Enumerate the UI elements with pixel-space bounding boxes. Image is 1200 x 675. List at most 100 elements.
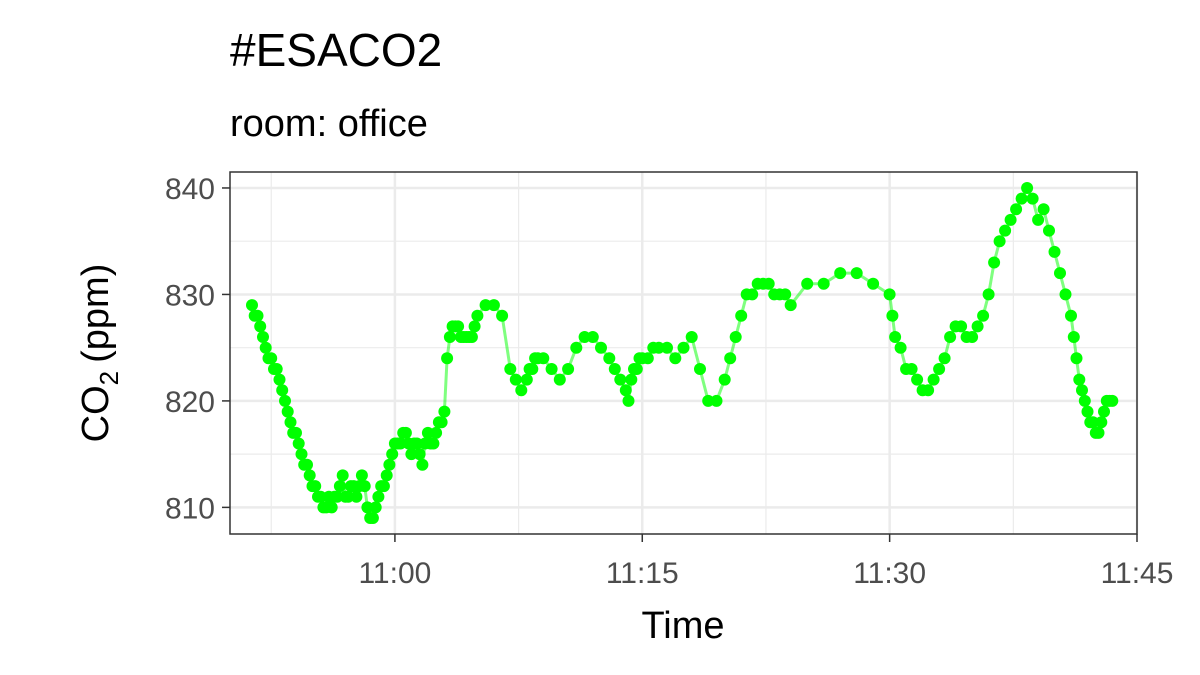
- data-point: [537, 352, 550, 365]
- data-point: [251, 309, 264, 322]
- data-point: [1026, 192, 1039, 205]
- data-point: [377, 480, 390, 493]
- y-axis-title: CO2 (ppm): [75, 264, 124, 443]
- y-tick-label-3: 840: [165, 173, 215, 206]
- data-point: [435, 416, 448, 429]
- x-tick-label-3: 11:45: [1101, 557, 1174, 590]
- data-point: [883, 288, 896, 301]
- data-point: [1059, 288, 1072, 301]
- data-point: [1048, 245, 1061, 258]
- data-point: [652, 341, 665, 354]
- data-point: [685, 331, 698, 343]
- y-axis-title-subscript: 2: [94, 371, 124, 385]
- data-point: [1065, 309, 1077, 322]
- data-point: [724, 352, 737, 365]
- data-point: [405, 448, 418, 461]
- data-point: [545, 363, 558, 375]
- data-point: [257, 331, 269, 343]
- data-point: [295, 448, 308, 461]
- data-point: [661, 341, 673, 354]
- data-point: [784, 299, 797, 312]
- data-point: [710, 394, 723, 407]
- x-tick-label-2: 11:30: [853, 557, 926, 590]
- data-point: [504, 363, 517, 375]
- data-point: [1076, 384, 1088, 397]
- data-point: [465, 331, 478, 343]
- data-point: [801, 277, 814, 290]
- data-point: [718, 373, 731, 386]
- data-point: [380, 469, 393, 482]
- data-point: [988, 256, 1001, 269]
- data-point: [386, 448, 399, 461]
- data-point: [999, 224, 1012, 237]
- y-axis-title-unit: (ppm): [75, 264, 117, 363]
- data-point: [570, 341, 583, 354]
- data-point: [325, 501, 338, 514]
- data-point: [471, 309, 484, 322]
- data-point: [894, 341, 907, 354]
- data-point: [817, 277, 830, 290]
- data-point: [677, 341, 690, 354]
- data-point: [350, 490, 363, 503]
- data-point: [1067, 331, 1080, 343]
- x-tick-label-1: 11:15: [606, 557, 679, 590]
- data-point: [279, 394, 291, 407]
- data-point: [1098, 405, 1110, 418]
- series-points: [246, 182, 1119, 524]
- data-point: [578, 331, 591, 343]
- data-point: [284, 416, 297, 429]
- data-point: [1078, 394, 1091, 407]
- data-point: [619, 384, 632, 397]
- data-point: [927, 373, 940, 386]
- data-point: [622, 394, 635, 407]
- data-point: [443, 331, 456, 343]
- data-point: [276, 384, 289, 397]
- data-point: [762, 277, 775, 290]
- data-point: [586, 331, 599, 343]
- data-point: [333, 480, 346, 493]
- data-point: [366, 512, 379, 524]
- data-point: [1073, 373, 1086, 386]
- data-point: [520, 373, 533, 386]
- plot-panel-border: [229, 171, 1138, 535]
- data-point: [421, 426, 434, 439]
- data-point: [303, 469, 316, 482]
- data-point: [1070, 352, 1083, 365]
- data-point: [944, 331, 957, 343]
- data-point: [273, 373, 286, 386]
- data-point: [496, 309, 509, 322]
- data-point: [1010, 203, 1023, 216]
- data-point: [595, 341, 607, 354]
- data-point: [1037, 203, 1050, 216]
- data-point: [886, 309, 899, 322]
- data-point: [922, 384, 935, 397]
- data-point: [735, 309, 748, 322]
- data-point: [394, 437, 407, 450]
- data-point: [630, 363, 643, 375]
- data-point: [479, 299, 492, 312]
- data-point: [669, 352, 682, 365]
- data-point: [369, 501, 382, 514]
- data-point: [729, 331, 742, 343]
- data-point: [438, 405, 451, 418]
- data-point: [850, 267, 863, 280]
- data-point: [905, 363, 918, 375]
- data-point: [314, 490, 327, 503]
- data-point: [1004, 213, 1017, 226]
- data-point: [292, 437, 305, 450]
- data-point: [911, 373, 924, 386]
- y-axis-title-main: CO: [75, 385, 117, 442]
- data-point: [427, 437, 440, 450]
- data-point: [468, 320, 481, 333]
- data-point: [372, 490, 385, 503]
- data-point: [259, 341, 272, 354]
- data-point: [1054, 267, 1066, 280]
- data-point: [603, 352, 616, 365]
- y-tick-label-0: 810: [165, 492, 215, 525]
- data-point: [993, 235, 1006, 248]
- y-axis: 810 820 830 840: [165, 173, 230, 525]
- data-point: [413, 448, 426, 461]
- data-point: [702, 394, 715, 407]
- data-point: [625, 373, 638, 386]
